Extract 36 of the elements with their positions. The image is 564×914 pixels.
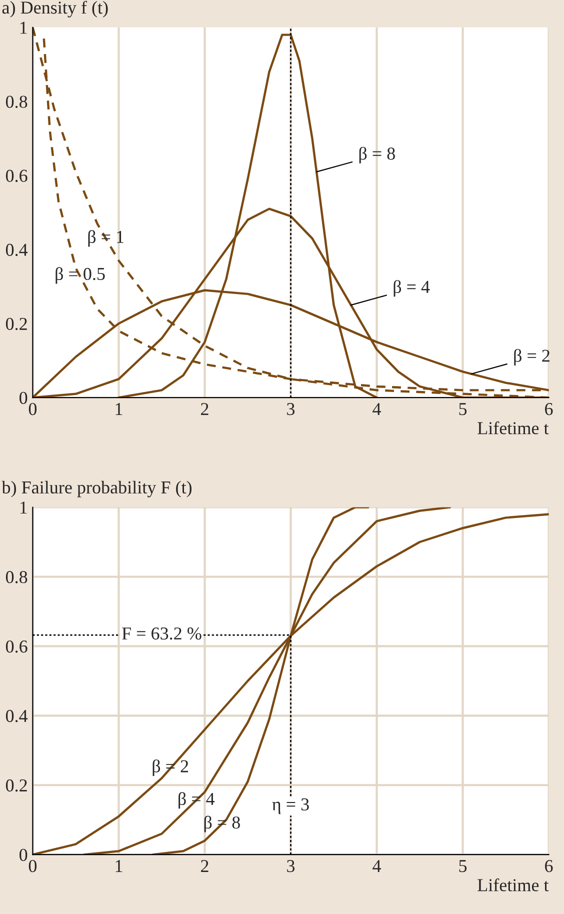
x-axis-title: Lifetime t	[478, 421, 549, 434]
y-tick-label: 0.8	[6, 96, 28, 108]
y-tick-label: 0.8	[6, 570, 28, 584]
annotation: β = 2	[514, 348, 550, 366]
y-tick-label: 0.6	[6, 640, 28, 653]
ref-line-label: F = 63.2 %	[122, 627, 202, 640]
y-tick-label: 0.4	[6, 244, 28, 256]
y-tick-label: 1	[20, 502, 27, 514]
x-tick-label: 6	[545, 403, 553, 416]
x-axis-title: Lifetime t	[478, 878, 549, 892]
y-tick-label: 1	[20, 22, 27, 34]
y-tick-label: 0.2	[6, 779, 27, 792]
x-tick-label: 3	[287, 860, 295, 872]
y-tick-label: 0	[20, 848, 28, 862]
chart-title: a) Density f (t)	[2, 0, 108, 18]
ref-line-label: η = 3	[272, 798, 309, 814]
x-tick-label: 2	[201, 403, 208, 415]
x-tick-label: 2	[201, 860, 208, 872]
x-tick-label: 4	[372, 860, 381, 872]
x-tick-label: 0	[28, 402, 37, 416]
x-tick-label: 1	[116, 860, 122, 872]
y-tick-label: 0.2	[6, 318, 27, 330]
chart-title: b) Failure probability F (t)	[2, 480, 192, 498]
x-tick-label: 4	[372, 403, 381, 415]
x-tick-label: 6	[545, 860, 553, 872]
annotation: β = 0.5	[56, 267, 105, 284]
x-tick-label: 5	[459, 403, 467, 416]
y-tick-label: 0.6	[6, 170, 28, 182]
x-tick-label: 5	[459, 860, 467, 872]
annotation: β = 8	[359, 146, 395, 164]
x-tick-label: 1	[116, 403, 122, 415]
x-tick-label: 3	[287, 403, 295, 416]
x-tick-label: 0	[28, 860, 37, 872]
y-tick-label: 0	[20, 392, 28, 404]
annotation: β = 4	[394, 280, 430, 297]
y-tick-label: 0.4	[6, 710, 28, 722]
